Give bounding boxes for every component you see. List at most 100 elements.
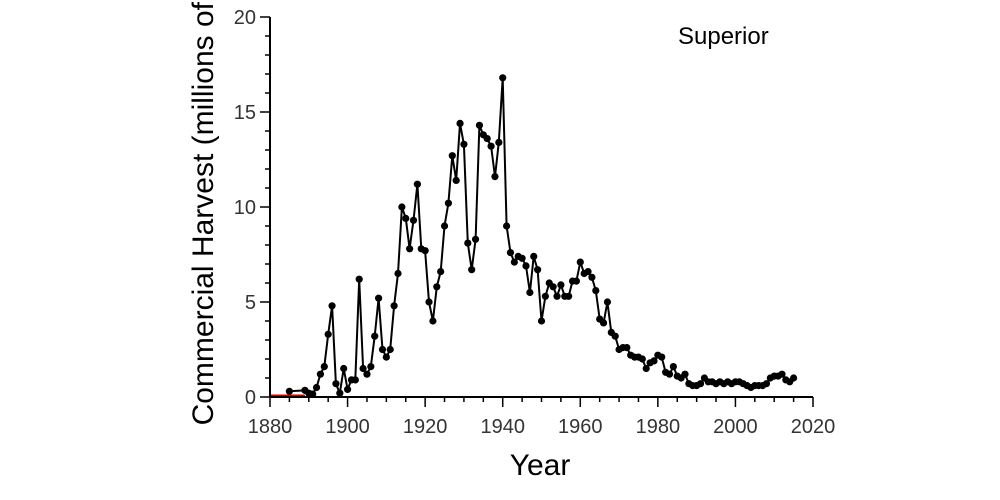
data-point bbox=[386, 345, 394, 354]
data-point bbox=[553, 292, 561, 300]
x-tick-label: 1940 bbox=[480, 416, 525, 438]
data-point bbox=[530, 252, 538, 260]
data-point bbox=[475, 121, 484, 129]
data-point bbox=[402, 214, 410, 222]
data-point bbox=[565, 292, 573, 300]
data-point bbox=[409, 216, 418, 224]
data-point bbox=[623, 344, 631, 352]
data-point bbox=[518, 254, 526, 262]
data-point bbox=[572, 277, 581, 285]
data-point bbox=[611, 332, 619, 340]
data-point bbox=[669, 363, 677, 371]
data-point bbox=[336, 389, 344, 397]
data-point bbox=[681, 370, 689, 378]
data-point bbox=[309, 390, 317, 398]
data-point bbox=[324, 330, 332, 338]
data-point bbox=[599, 319, 608, 327]
data-point bbox=[483, 135, 491, 143]
data-point bbox=[359, 364, 367, 373]
data-point bbox=[471, 235, 480, 243]
data-point bbox=[665, 370, 674, 378]
data-point bbox=[464, 239, 472, 247]
data-point bbox=[312, 383, 321, 392]
data-point bbox=[642, 364, 650, 373]
y-tick-label: 20 bbox=[234, 7, 256, 29]
data-point bbox=[468, 266, 476, 274]
x-tick-label: 1880 bbox=[248, 416, 293, 438]
data-point bbox=[541, 292, 549, 300]
data-point bbox=[534, 266, 542, 274]
data-point bbox=[588, 273, 596, 281]
data-point bbox=[584, 268, 592, 276]
data-point bbox=[502, 222, 511, 230]
data-marks bbox=[270, 74, 798, 398]
data-point bbox=[592, 287, 600, 295]
data-point bbox=[557, 281, 565, 289]
data-point bbox=[452, 176, 460, 184]
data-point bbox=[762, 380, 771, 388]
data-point bbox=[433, 283, 441, 291]
data-point bbox=[285, 387, 293, 395]
lake-annotation: Superior bbox=[678, 23, 769, 50]
data-point bbox=[658, 353, 666, 361]
data-point bbox=[371, 332, 379, 340]
x-tick-label: 1920 bbox=[403, 416, 448, 438]
data-point bbox=[603, 298, 612, 306]
y-tick-label: 10 bbox=[234, 197, 256, 219]
x-tick-label: 2000 bbox=[713, 416, 758, 438]
y-tick-label: 5 bbox=[245, 292, 256, 314]
data-point bbox=[382, 353, 390, 361]
data-point bbox=[413, 180, 421, 188]
data-point bbox=[421, 247, 429, 255]
y-axis-title: Commercial Harvest (millions of bbox=[187, 1, 220, 425]
data-point bbox=[444, 199, 453, 207]
data-point bbox=[778, 370, 786, 378]
y-tick-label: 15 bbox=[234, 102, 256, 124]
data-point bbox=[398, 203, 406, 211]
data-point bbox=[487, 142, 495, 150]
data-point bbox=[448, 152, 456, 160]
data-point bbox=[440, 222, 449, 230]
x-tick-label: 1900 bbox=[325, 416, 370, 438]
x-axis-title: Year bbox=[510, 449, 571, 482]
data-point bbox=[375, 294, 383, 302]
data-point bbox=[351, 376, 359, 384]
y-axis-ticks: 0 5 10 15 20 bbox=[234, 7, 270, 409]
data-point bbox=[549, 283, 557, 291]
data-point bbox=[429, 317, 437, 325]
data-point bbox=[510, 258, 518, 266]
y-tick-label: 0 bbox=[245, 387, 256, 409]
data-point bbox=[790, 374, 798, 382]
harvest-series-line bbox=[289, 76, 795, 396]
data-point bbox=[367, 363, 375, 371]
data-point bbox=[638, 355, 646, 363]
data-point bbox=[343, 385, 352, 393]
x-axis-ticks: 1880 1900 1920 1940 1960 1980 2000 2020 bbox=[248, 397, 836, 438]
data-point bbox=[495, 138, 503, 146]
data-point bbox=[378, 345, 387, 354]
data-point bbox=[456, 119, 464, 127]
data-point bbox=[320, 363, 328, 371]
data-point bbox=[394, 269, 402, 278]
data-point bbox=[340, 364, 348, 373]
data-point bbox=[650, 357, 658, 365]
data-point bbox=[406, 245, 414, 253]
data-point bbox=[355, 275, 363, 283]
data-point bbox=[491, 173, 499, 181]
data-point bbox=[506, 249, 515, 257]
data-point bbox=[537, 317, 546, 325]
data-point bbox=[499, 74, 507, 82]
data-point bbox=[522, 262, 530, 270]
x-tick-label: 2020 bbox=[791, 416, 836, 438]
data-point bbox=[390, 302, 398, 310]
data-point bbox=[460, 140, 468, 148]
data-point bbox=[696, 380, 705, 388]
data-point bbox=[526, 288, 534, 297]
data-point bbox=[332, 380, 340, 388]
data-point bbox=[328, 302, 336, 310]
x-tick-label: 1980 bbox=[636, 416, 681, 438]
data-point bbox=[576, 258, 584, 266]
data-point bbox=[437, 268, 445, 276]
data-point bbox=[363, 370, 371, 378]
